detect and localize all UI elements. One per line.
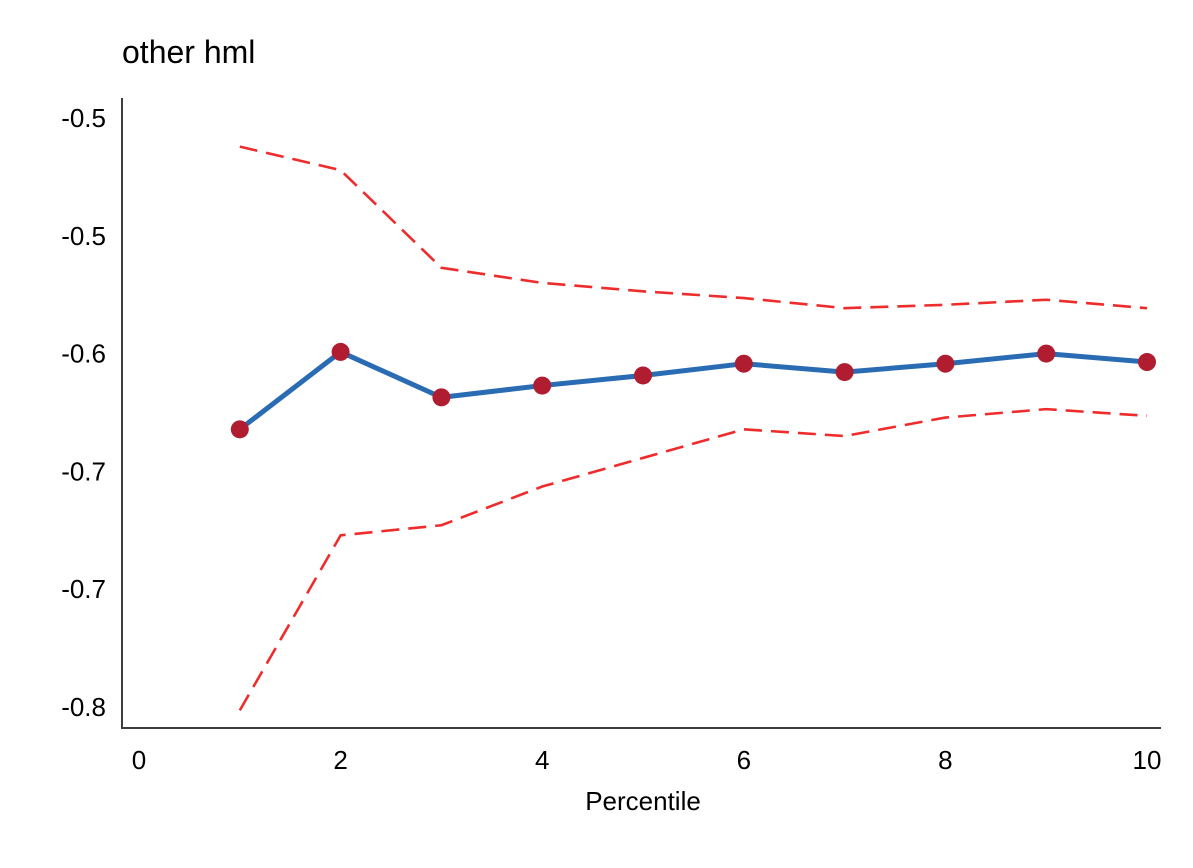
y-tick-label: -0.7 (61, 574, 106, 604)
x-tick-label: 10 (1133, 745, 1162, 775)
series-layer (230, 145, 1156, 712)
data-point-marker (734, 354, 753, 373)
y-tick-label: -0.8 (61, 692, 106, 722)
lower-confidence-bound-line (238, 407, 1148, 712)
labels-layer: -0.5 -0.5 -0.6 -0.7 -0.7 -0.8 0 2 4 6 8 10 (61, 103, 1161, 775)
data-point-marker (634, 366, 652, 385)
upper-confidence-bound-line (239, 145, 1148, 310)
y-tick-label: -0.7 (61, 456, 106, 486)
data-point-marker (835, 363, 854, 382)
data-point-marker (432, 388, 451, 407)
data-point-marker (1138, 353, 1156, 372)
data-point-marker (533, 376, 552, 395)
x-tick-label: 2 (333, 745, 347, 775)
x-tick-label: 4 (535, 745, 549, 775)
chart-title: other hml (122, 34, 255, 70)
data-point-marker (1037, 344, 1056, 363)
y-tick-label: -0.5 (61, 103, 106, 133)
x-axis-title: Percentile (585, 786, 701, 816)
data-point-marker (230, 420, 249, 439)
data-point-marker (936, 354, 955, 373)
axes-layer (121, 98, 1161, 729)
point-estimate-line (237, 349, 1150, 432)
x-tick-label: 0 (132, 745, 146, 775)
y-tick-label: -0.5 (61, 221, 106, 251)
x-tick-label: 8 (938, 745, 952, 775)
data-point-marker (331, 342, 350, 361)
x-tick-label: 6 (737, 745, 751, 775)
y-tick-label: -0.6 (61, 339, 106, 369)
